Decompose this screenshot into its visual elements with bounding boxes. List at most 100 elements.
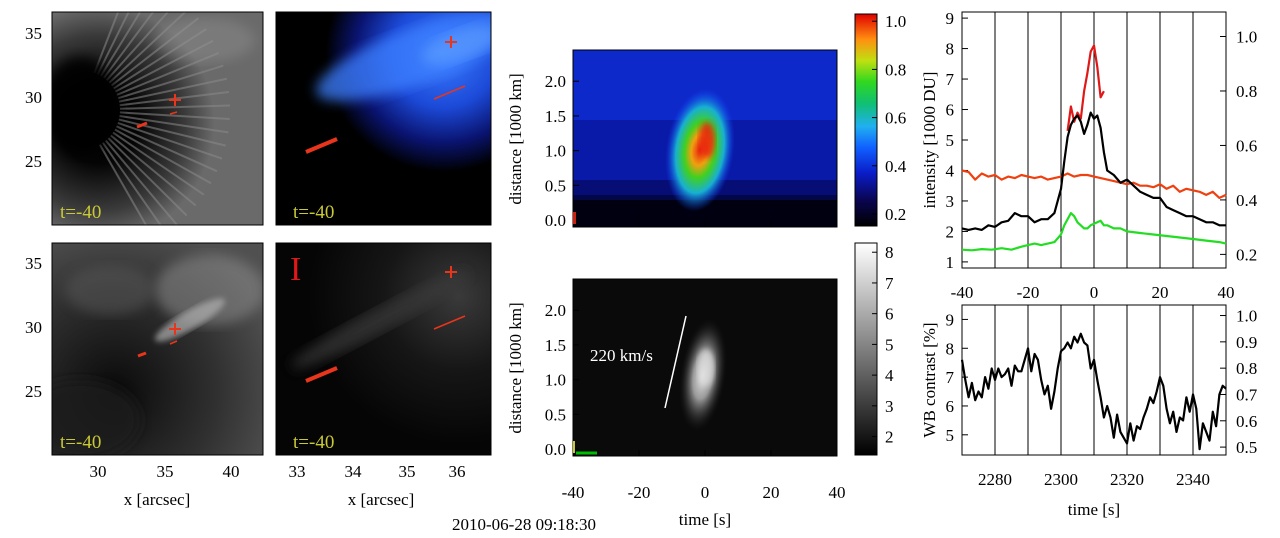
tick-label: 2340: [1176, 470, 1210, 489]
colorbar-tick-label: 3: [885, 397, 894, 416]
tick-label: 25: [25, 382, 42, 401]
x-axis-label: time [s]: [1068, 500, 1120, 519]
velocity-line: [664, 315, 687, 409]
colorbar-tick-label: 4: [885, 366, 894, 385]
tick-label: 5: [946, 426, 955, 445]
tick-label: 2.0: [545, 301, 566, 320]
tick-label: 2: [946, 222, 955, 241]
y-axis-label: distance [1000 km]: [506, 302, 525, 433]
colorbar-tick-label: 0.4: [885, 157, 907, 176]
tick-label: 6: [946, 101, 955, 120]
colorbar-top: 0.2 0.4 0.6 0.8 1.0: [854, 12, 907, 227]
panel-time-label: t=-40: [293, 202, 334, 223]
series-line-green: [961, 212, 1227, 252]
tick-label: 34: [345, 462, 363, 481]
slit-marker: [137, 351, 147, 358]
tick-label-right: 0.2: [1236, 245, 1257, 264]
tick-label: 36: [449, 462, 466, 481]
x-axis-ticks-middle: 33 34 35 36: [289, 462, 466, 481]
tick-label-right: 0.8: [1236, 359, 1257, 378]
tick-label: 1.0: [545, 142, 566, 161]
tick-label: 0.5: [545, 405, 566, 424]
tick-label: 8: [946, 339, 955, 358]
tick-label-right: 0.9: [1236, 333, 1257, 352]
slit-marker: [305, 366, 338, 383]
tick-label: 7: [946, 70, 955, 89]
tick-label: -40: [562, 483, 585, 502]
tick-label-right: 0.7: [1236, 385, 1258, 404]
image-panel-bottom-left: 35 30 25 t=-40 30 35 40 x [arcsec]: [25, 242, 264, 509]
left-top-y-ticks: 35 30 25: [25, 24, 42, 171]
tick-label: 6: [946, 397, 955, 416]
tick-label: 1.5: [545, 336, 566, 355]
tick-label: 25: [25, 152, 42, 171]
colorbar-tick-label: 8: [885, 243, 894, 262]
tick-label: 40: [829, 483, 846, 502]
tick-label: 0: [701, 483, 710, 502]
tick-label: -40: [951, 283, 974, 302]
velocity-annotation: 220 km/s: [590, 346, 653, 365]
corner-marker: [573, 212, 576, 224]
colorbar-bottom: 2 3 4 5 6 7 8: [854, 242, 894, 456]
tick-label: 35: [399, 462, 416, 481]
tick-label: 2320: [1110, 470, 1144, 489]
y-axis-label: WB contrast [%]: [920, 322, 939, 437]
colorbar-tick-label: 7: [885, 274, 894, 293]
tick-label: 1: [946, 253, 955, 272]
wb-contrast-chart: 2280 2300 2320 2340567890.50.60.70.80.91.0 …: [920, 304, 1258, 519]
tick-label: -20: [1017, 283, 1040, 302]
slit-marker: [305, 137, 338, 154]
slit-marker: [136, 121, 148, 129]
y-axis-label: distance [1000 km]: [506, 73, 525, 204]
timeslice-top: 0.0 0.5 1.0 1.5 2.0 distance [1000 km]: [506, 49, 838, 230]
colorbar-tick-label: 0.2: [885, 205, 906, 224]
tick-label: 5: [946, 131, 955, 150]
x-axis-label: time [s]: [679, 510, 731, 529]
tick-label: 4: [946, 161, 955, 180]
tick-label-right: 1.0: [1236, 28, 1257, 47]
panel-time-label: t=-40: [293, 432, 334, 453]
tick-label: 33: [289, 462, 306, 481]
y-axis-label: intensity [1000 DU]: [920, 72, 939, 209]
tick-label: 1.5: [545, 107, 566, 126]
image-panel-top-left: 35 30 25 t=-40: [25, 11, 264, 226]
tick-label: 2300: [1044, 470, 1078, 489]
x-axis-label: x [arcsec]: [348, 490, 415, 509]
plus-marker: [445, 36, 457, 48]
slit-marker: [169, 340, 178, 345]
tick-label: 35: [25, 24, 42, 43]
tick-label: 30: [25, 318, 42, 337]
x-axis-label: x [arcsec]: [124, 490, 191, 509]
tick-label: 1.0: [545, 371, 566, 390]
tick-label-right: 0.4: [1236, 191, 1258, 210]
tick-label: 7: [946, 368, 955, 387]
tick-label: 8: [946, 40, 955, 59]
tick-label: 3: [946, 192, 955, 211]
panel-time-label: t=-40: [60, 432, 101, 453]
plus-marker: [445, 266, 457, 278]
tick-label: 40: [1218, 283, 1235, 302]
tick-label: 9: [946, 310, 955, 329]
tick-label: 0.0: [545, 211, 566, 230]
image-panel-bottom-middle: I t=-40 33 34 35 36 x [arcsec]: [275, 242, 492, 509]
panel-time-label: t=-40: [60, 202, 101, 223]
tick-label: 20: [1152, 283, 1169, 302]
timestamp: 2010-06-28 09:18:30: [452, 515, 596, 534]
tick-label-right: 0.6: [1236, 412, 1257, 431]
colorbar-tick-label: 0.6: [885, 109, 906, 128]
colorbar-tick-label: 1.0: [885, 12, 906, 31]
colorbar-tick-label: 6: [885, 305, 894, 324]
tick-label: 2280: [978, 470, 1012, 489]
tick-label: 20: [763, 483, 780, 502]
tick-label-right: 0.8: [1236, 82, 1257, 101]
plus-marker: [169, 323, 181, 335]
tick-label-right: 1.0: [1236, 307, 1257, 326]
series-line-contrast: [960, 332, 1227, 451]
tick-label-right: 0.5: [1236, 438, 1257, 457]
tick-label: 30: [90, 462, 107, 481]
corner-marker: [573, 441, 575, 453]
colorbar-tick-label: 0.8: [885, 60, 906, 79]
intensity-chart: -40 -20 0 20 40 1 2 3 4 5 6 7 8 9 0.2 0.4 0.6 0.8 1.0 inte…: [920, 9, 1258, 302]
tick-label: 0.0: [545, 440, 566, 459]
panel-big-label: I: [290, 251, 301, 288]
